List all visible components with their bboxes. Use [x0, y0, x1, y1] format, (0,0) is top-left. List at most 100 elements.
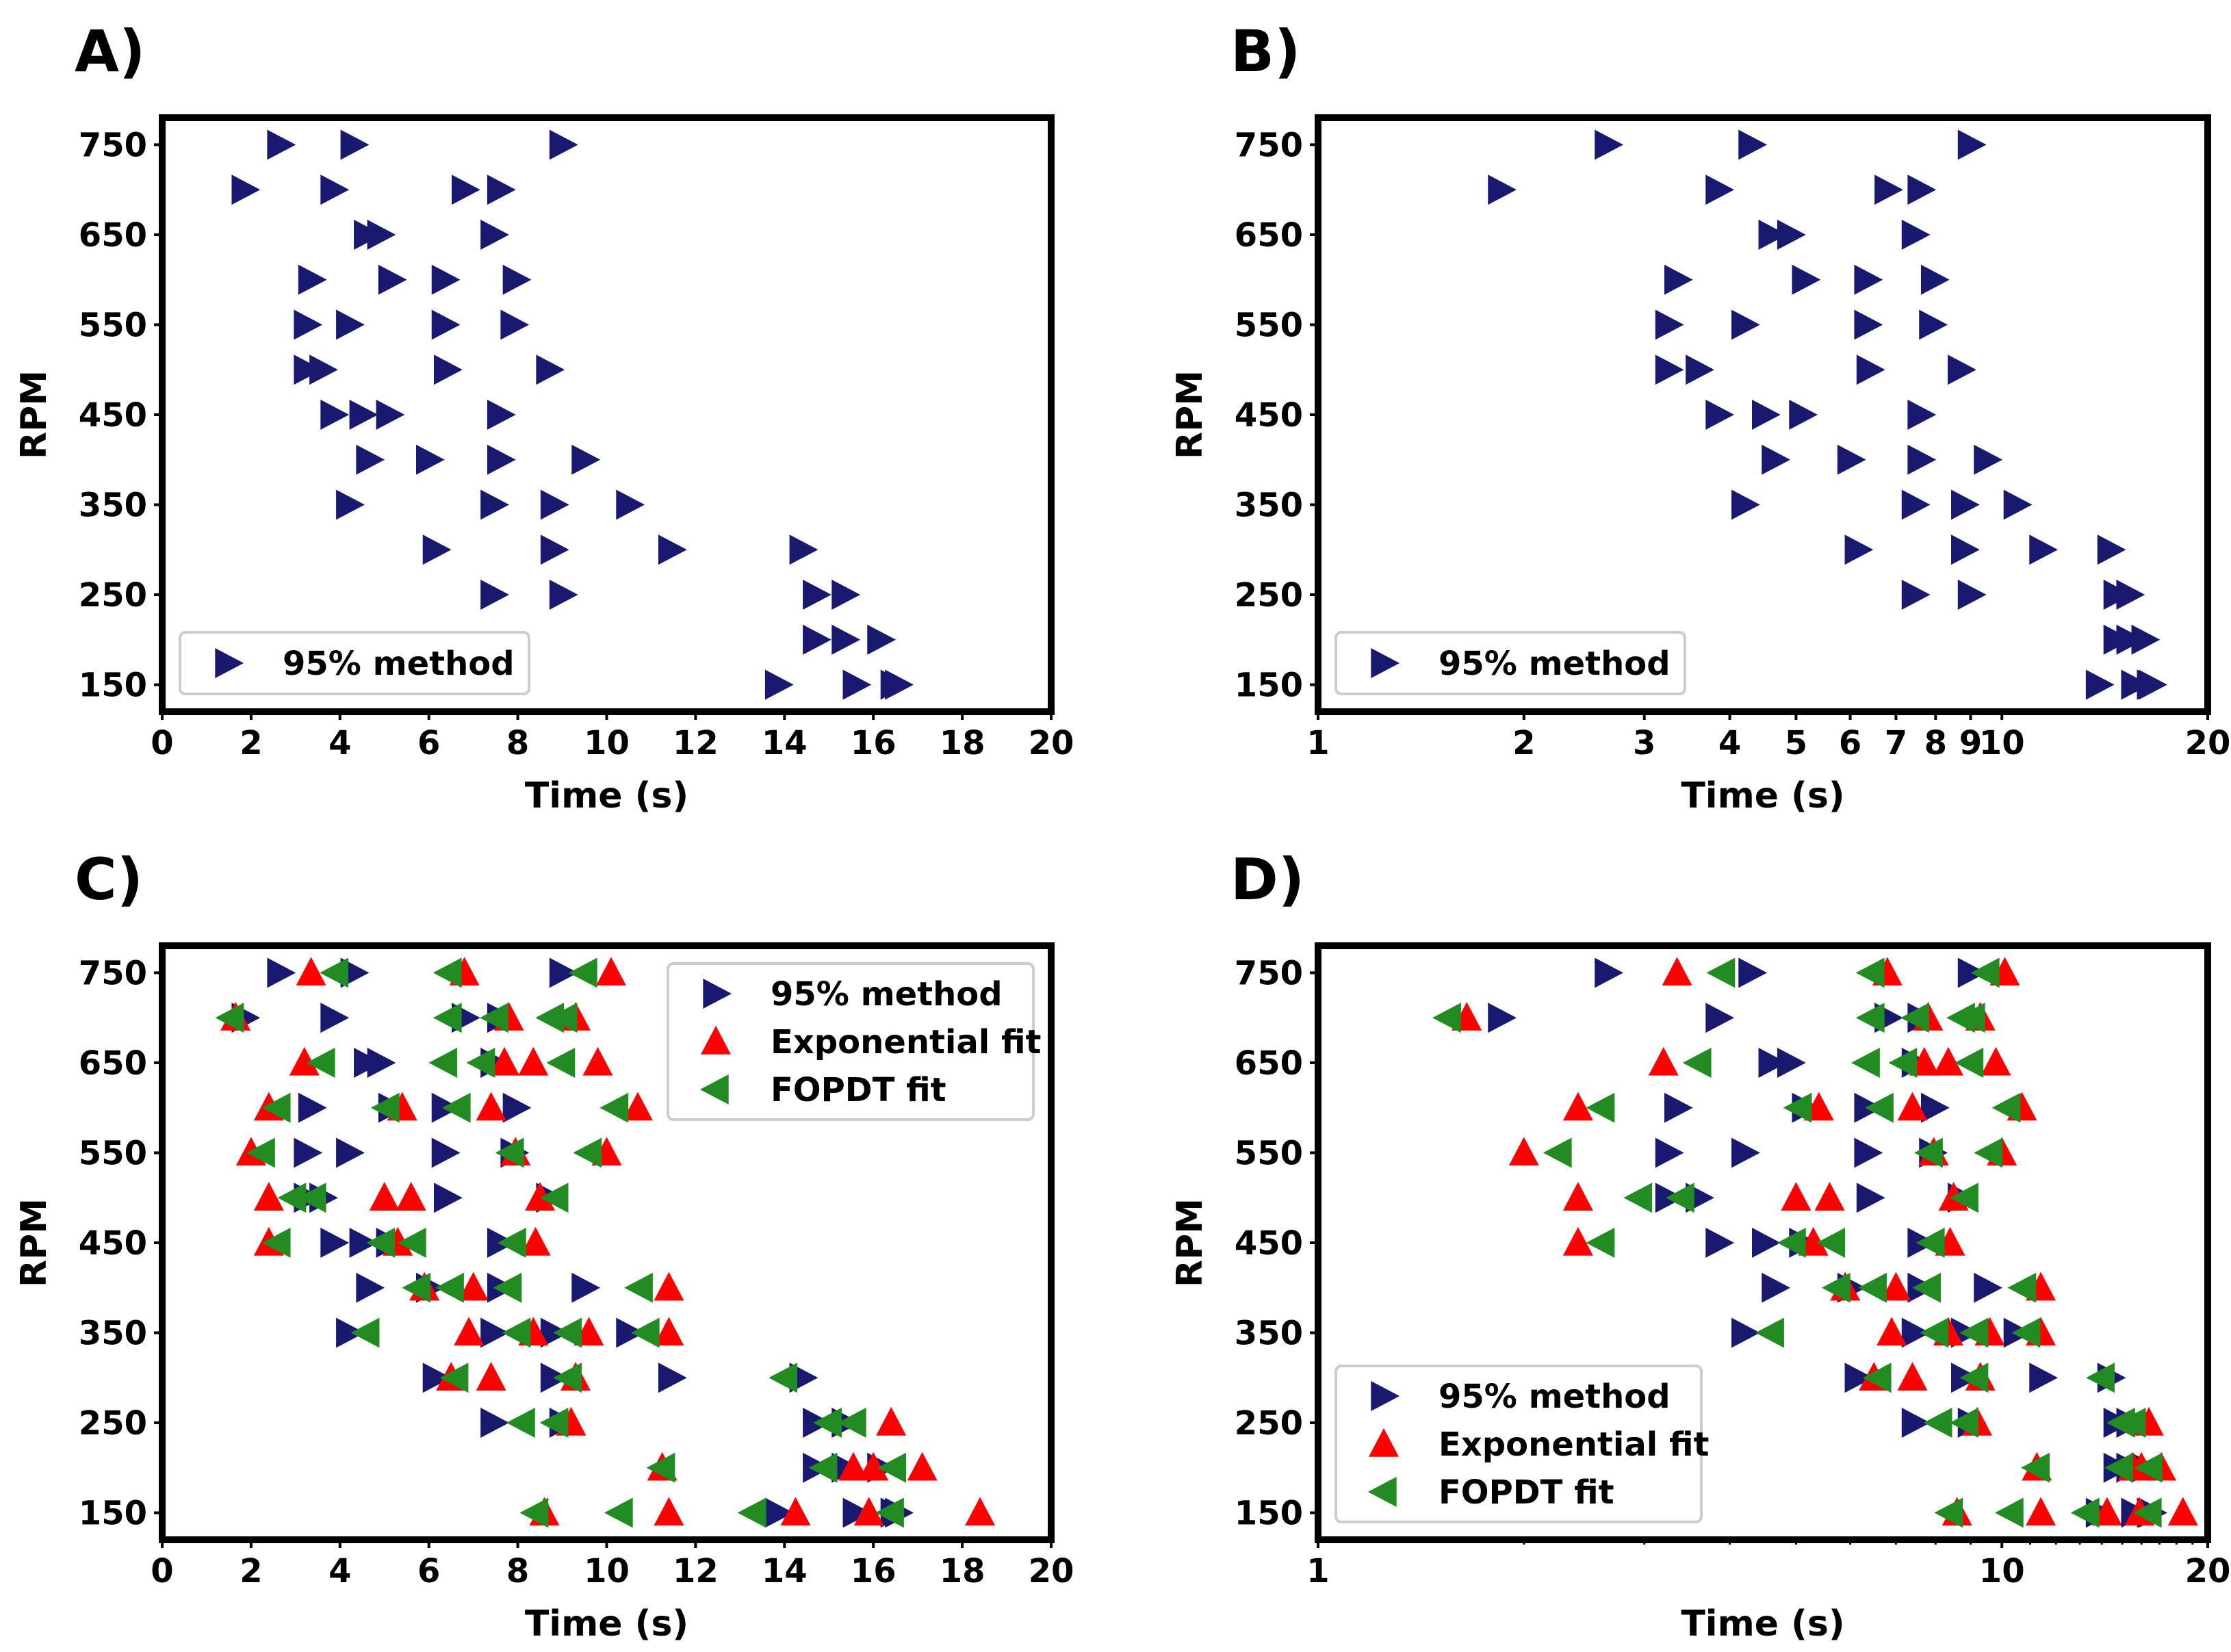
point-exp — [853, 1497, 884, 1526]
point-fop — [1914, 1137, 1943, 1168]
point-exp — [518, 1046, 549, 1076]
point-p95 — [1901, 580, 1931, 610]
point-fop — [2021, 1452, 2050, 1483]
point-fop — [350, 1317, 380, 1348]
point-fop — [877, 1452, 907, 1483]
x-tick-label: 12 — [673, 724, 719, 762]
point-exp — [1897, 1362, 1928, 1391]
y-tick-label: 650 — [79, 1044, 147, 1083]
point-p95 — [616, 489, 645, 520]
legend: 95% method — [179, 631, 530, 695]
point-fop — [1950, 1183, 1978, 1213]
y-tick-label: 750 — [1235, 954, 1303, 992]
point-p95 — [336, 1137, 365, 1168]
y-axis-label: RPM — [1170, 370, 1211, 459]
series-p95 — [231, 129, 914, 700]
point-fop — [1865, 1092, 1894, 1123]
point-p95 — [1762, 1272, 1791, 1303]
point-p95 — [1874, 175, 1903, 205]
point-p95 — [487, 444, 516, 475]
y-tick-label: 250 — [1235, 1404, 1303, 1443]
point-p95 — [1777, 219, 1806, 250]
panel-label: A) — [75, 18, 145, 85]
point-p95 — [1856, 354, 1885, 385]
point-p95 — [480, 489, 509, 520]
x-tick-label: 0 — [151, 1552, 173, 1590]
point-exp — [1562, 1092, 1593, 1121]
point-fop — [2134, 1452, 2163, 1483]
y-axis-label: RPM — [14, 370, 55, 459]
x-tick-label: 8 — [1924, 724, 1947, 762]
point-p95 — [320, 175, 350, 205]
point-fop — [1956, 1003, 1985, 1033]
point-p95 — [1854, 1137, 1883, 1168]
legend: 95% method Exponential fit FOPDT fit — [667, 962, 1041, 1121]
x-tick-label: 7 — [1885, 724, 1907, 762]
point-p95 — [367, 1047, 396, 1078]
y-tick-label: 450 — [79, 1224, 147, 1263]
point-p95 — [1901, 219, 1931, 250]
point-p95 — [549, 957, 578, 988]
point-fop — [737, 1497, 766, 1528]
point-p95 — [1731, 309, 1760, 340]
point-fop — [1777, 1228, 1806, 1258]
x-tick-label: 20 — [1029, 724, 1074, 762]
point-p95 — [2003, 489, 2033, 520]
plot-frame — [1315, 942, 2211, 1543]
series-p95 — [1488, 129, 2167, 700]
point-p95 — [1907, 175, 1937, 205]
legend-box — [1334, 1365, 1703, 1523]
point-p95 — [1655, 354, 1684, 385]
x-axis-label: Time (s) — [525, 775, 688, 816]
point-p95 — [1957, 580, 1987, 610]
point-p95 — [1974, 1272, 2003, 1303]
y-tick-label: 350 — [1235, 1315, 1303, 1353]
point-p95 — [1951, 489, 1980, 520]
legend-marker-fop — [699, 1074, 729, 1105]
y-tick-label: 550 — [79, 306, 147, 344]
point-p95 — [1854, 264, 1883, 295]
point-fop — [1755, 1317, 1784, 1348]
y-tick-label: 350 — [79, 487, 147, 525]
x-tick-label: 2 — [240, 1552, 262, 1590]
point-exp — [454, 1317, 485, 1346]
x-tick-label: 20 — [2185, 724, 2231, 762]
legend-label-exp: Exponential fit — [771, 1023, 1041, 1061]
point-exp — [876, 1406, 907, 1436]
point-p95 — [416, 444, 445, 475]
point-p95 — [294, 354, 323, 385]
point-fop — [1916, 1228, 1945, 1258]
legend-marker-exp — [1369, 1428, 1399, 1457]
point-exp — [396, 1182, 426, 1211]
point-p95 — [1844, 1363, 1874, 1393]
x-tick-label: 12 — [673, 1552, 719, 1590]
x-tick-label: 4 — [328, 1552, 351, 1590]
point-fop — [1862, 1363, 1892, 1393]
point-p95 — [349, 1228, 378, 1258]
point-p95 — [789, 534, 818, 565]
x-tick-label: 14 — [762, 1552, 808, 1590]
y-tick-label: 150 — [79, 667, 147, 705]
y-tick-label: 550 — [79, 1134, 147, 1172]
point-fop — [1959, 1317, 1989, 1348]
x-tick-label: 0 — [151, 724, 173, 762]
y-tick-label: 450 — [1235, 1224, 1303, 1263]
point-exp — [458, 1272, 489, 1301]
point-fop — [546, 1047, 576, 1078]
y-tick-label: 150 — [79, 1495, 147, 1533]
point-p95 — [658, 534, 687, 565]
y-axis-label: RPM — [14, 1198, 55, 1287]
point-p95 — [831, 624, 861, 655]
point-fop — [646, 1452, 675, 1483]
point-fop — [261, 1092, 291, 1123]
legend-label-exp: Exponential fit — [1439, 1425, 1709, 1464]
point-p95 — [2121, 669, 2150, 700]
point-fop — [539, 1408, 569, 1438]
point-fop — [1665, 1183, 1694, 1213]
point-p95 — [1901, 1408, 1931, 1438]
y-tick-label: 450 — [1235, 396, 1303, 435]
y-tick-label: 750 — [79, 954, 147, 992]
point-p95 — [320, 1003, 350, 1033]
point-exp — [476, 1092, 506, 1121]
x-tick-label: 18 — [940, 724, 985, 762]
